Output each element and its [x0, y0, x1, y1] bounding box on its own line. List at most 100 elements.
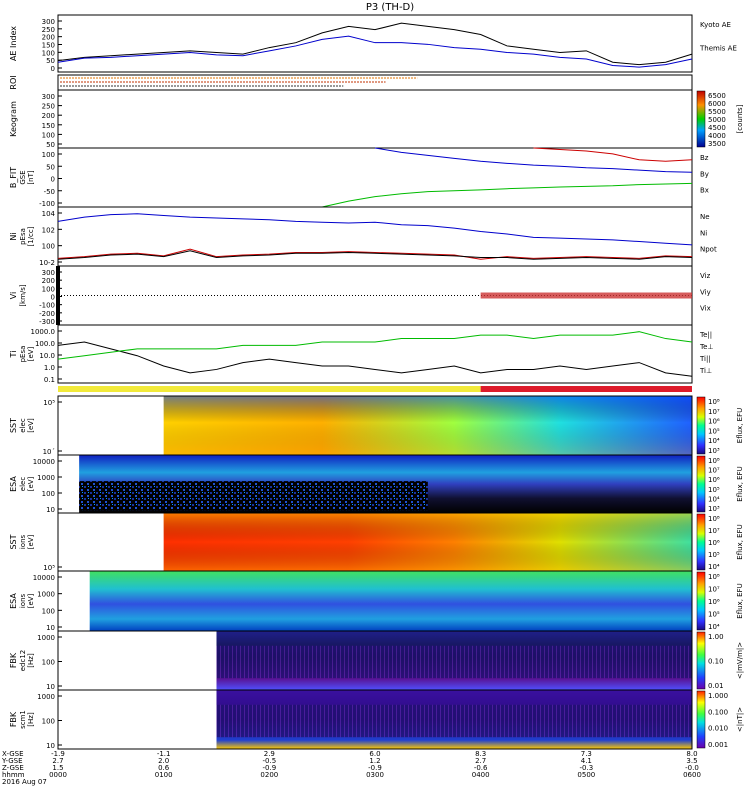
sst_e-ylabel3: [eV]: [27, 418, 35, 433]
esa_e-ytick: 10000: [33, 458, 55, 466]
fbk_b-ylabel: FBK: [9, 711, 18, 727]
bfit-ytick: 100: [42, 151, 55, 159]
sst_e-colorbar-tick: 10⁷: [708, 408, 720, 416]
xaxis-tick-time: 0500: [577, 771, 595, 779]
keogram-ylabel: Keogram: [9, 101, 18, 137]
fbk_e-colorbar-tick: 0.10: [708, 658, 724, 666]
ae-ytick: 0: [51, 65, 55, 73]
vi-legend-1: Viy: [700, 288, 711, 296]
fbk_e-ylabel2: edc12: [19, 650, 27, 672]
keogram-ytick: 100: [42, 131, 55, 139]
ti-ylabel2: pEsa: [19, 346, 27, 363]
sst_e-colorbar-tick: 10⁶: [708, 418, 720, 426]
sst_e-ylabel: SST: [9, 418, 18, 433]
sst_i-colorbar-label: Eflux, EFU: [736, 524, 744, 559]
bfit-series-bx: [374, 147, 693, 173]
xaxis-tick-x: -1.1: [157, 750, 171, 758]
ni-legend-1: Ni: [700, 229, 707, 237]
roi-ylabel: ROI: [9, 75, 18, 89]
chart-title: P3 (TH-D): [366, 2, 414, 13]
esa_i-spectrogram: [89, 571, 692, 631]
vi-ytick: 300: [42, 269, 55, 277]
keogram-ytick: 50: [46, 141, 55, 149]
vi-legend-2: Vix: [700, 305, 711, 313]
xaxis-tick-y: 3.5: [686, 757, 697, 765]
ti-ylabel: Ti: [9, 351, 18, 359]
xaxis-tick-y: 2.0: [158, 757, 169, 765]
xaxis-tick-z: -0.0: [685, 764, 699, 772]
bfit-legend-2: Bx: [700, 187, 709, 195]
sst_e-colorbar-tick: 10⁴: [708, 437, 720, 445]
vi-left-edge-mark: [56, 266, 60, 325]
xaxis-tick-x: 8.3: [475, 750, 486, 758]
keogram-colorbar-tick: 4000: [708, 132, 726, 140]
xaxis-row-label: hhmm: [2, 771, 25, 779]
bfit-ylabel3: [nT]: [27, 170, 35, 184]
esa_i-ylabel2: ions: [19, 593, 27, 608]
ae-series-kyotoae: [57, 22, 693, 66]
esa_i-colorbar-tick: 10⁵: [708, 611, 720, 619]
sst_e-colorbar-tick: 10⁸: [708, 398, 720, 406]
xaxis-row-label: Z-GSE: [2, 764, 24, 772]
esa_i-ytick: 10000: [33, 574, 55, 582]
esa_e-ytick: 1000: [37, 474, 55, 482]
xaxis-tick-y: 1.2: [369, 757, 380, 765]
sst_e-colorbar-tick: 10⁵: [708, 427, 720, 435]
vi-ytick: 200: [42, 277, 55, 285]
ni-ytick: 100: [42, 243, 55, 251]
sst_i-ylabel2: ions: [19, 534, 27, 549]
bfit-ytick: -50: [44, 188, 55, 196]
ae-ylabel: AE Index: [9, 26, 18, 61]
sst_i-ytick: 10⁵: [43, 564, 55, 572]
esa_e-colorbar-label: Eflux, EFU: [736, 466, 744, 501]
xaxis-tick-x: 2.9: [264, 750, 275, 758]
fbk_e-colorbar-label: <|mV/m|>: [736, 642, 744, 679]
fbk_b-colorbar-label: <|nT|>: [736, 707, 744, 732]
fbk_b-ytick: 100: [42, 718, 55, 726]
xaxis-row-label: Y-GSE: [1, 757, 23, 765]
ae-ytick: 150: [42, 42, 55, 50]
fbk_e-ylabel3: [Hz]: [27, 653, 35, 668]
ae-ytick: 50: [46, 57, 55, 65]
vi-ylabel2: [km/s]: [19, 284, 27, 307]
sst_e-ytick: 10⁵: [43, 399, 55, 407]
ti-legend-2: Ti||: [699, 355, 711, 363]
ti-ylabel3: [eV]: [27, 346, 35, 361]
xaxis-tick-z: -0.6: [474, 764, 488, 772]
fbk_e-spectrogram-stripes: [216, 645, 692, 679]
xaxis-tick-x: 6.0: [369, 750, 380, 758]
fbk_b-colorbar-tick: 0.100: [708, 708, 728, 716]
xaxis-tick-z: 1.5: [52, 764, 63, 772]
esa_i-ylabel: ESA: [9, 593, 18, 609]
vi-ytick: -200: [39, 310, 55, 318]
esa_e-colorbar-tick: 10⁴: [708, 495, 720, 503]
sst_i-colorbar-tick: 10⁷: [708, 527, 720, 535]
vi-ytick: -300: [39, 318, 55, 326]
ni-ytick: 10-2: [39, 259, 55, 267]
ni-ylabel: Ni: [9, 232, 18, 240]
ae-series-themisae: [57, 35, 693, 68]
keogram-panel-frame: [57, 89, 693, 149]
keogram-ytick: 150: [42, 122, 55, 130]
sst_i-ylabel3: [eV]: [27, 534, 35, 549]
esa_i-ytick: 100: [42, 607, 55, 615]
vi-legend-0: Viz: [700, 272, 711, 280]
esa_e-colorbar: [696, 455, 706, 513]
fbk_b-spectrogram-stripes: [216, 704, 692, 738]
xaxis-tick-time: 0300: [366, 771, 384, 779]
esa_i-colorbar-tick: 10⁷: [708, 586, 720, 594]
ae-ytick: 200: [42, 34, 55, 42]
keogram-ytick: 300: [42, 93, 55, 101]
ni-ylabel2: pEsa: [19, 228, 27, 245]
sst_e-ytick: 10´: [43, 448, 55, 456]
fbk_b-ytick: 10: [46, 742, 55, 750]
sst_i-colorbar: [696, 513, 706, 571]
fbk_b-panel-frame: [57, 689, 693, 750]
xaxis-row-label: X-GSE: [2, 750, 24, 758]
ae-panel-frame: [57, 14, 693, 73]
esa_i-colorbar-tick: 10⁴: [708, 623, 720, 631]
esa_i-colorbar-tick: 10⁶: [708, 598, 720, 606]
esa_i-colorbar-tick: 10⁸: [708, 573, 720, 581]
